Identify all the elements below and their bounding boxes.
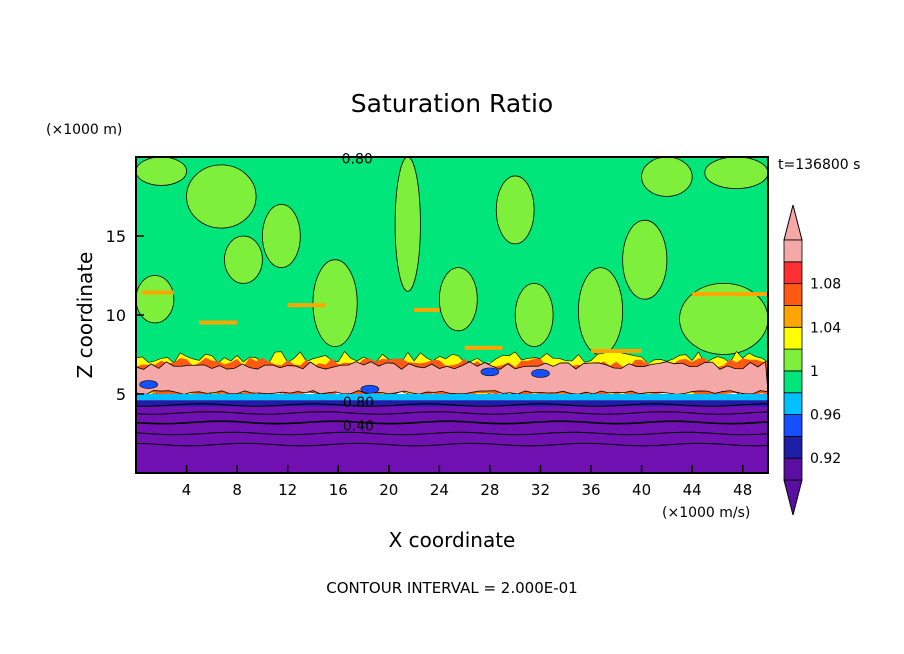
colorbar: 0.92 0.96 1 1.04 1.08 (783, 204, 841, 516)
x-axis-ticks: 4 8 12 16 20 24 28 32 36 40 44 48 (182, 465, 752, 499)
green-patch (641, 157, 693, 197)
contour-labels: 0.80 0.80 0.40 (342, 152, 374, 435)
colorbar-segment (783, 457, 803, 481)
chart-title: Saturation Ratio (351, 89, 553, 118)
green-patch (394, 157, 421, 292)
contour-label: 0.80 (343, 395, 374, 411)
colorbar-segment (783, 414, 803, 437)
x-tick-label: 4 (182, 481, 192, 499)
x-tick-label: 20 (379, 481, 398, 499)
green-patch (186, 164, 257, 229)
x-tick-label: 32 (531, 481, 550, 499)
moist-streak (142, 290, 174, 295)
contour-label: 0.40 (343, 419, 374, 435)
x-tick-label: 24 (430, 481, 449, 499)
x-tick-label: 28 (480, 481, 499, 499)
green-patch (136, 157, 187, 186)
green-patch (622, 219, 668, 300)
colorbar-arrow-low (783, 479, 803, 516)
x-tick-label: 36 (581, 481, 600, 499)
colorbar-segment (783, 326, 803, 350)
colorbar-tick-label: 1.08 (810, 277, 841, 293)
colorbar-tick-label: 0.92 (810, 451, 841, 467)
moist-streak (199, 320, 238, 325)
contour-line (136, 431, 768, 436)
colorbar-segment (783, 348, 803, 372)
colorbar-segment (783, 305, 803, 328)
colorbar-segment (783, 283, 803, 306)
dry-pocket (531, 369, 550, 378)
contour-line (136, 420, 768, 425)
green-patch (578, 267, 624, 355)
colorbar-arrow-high (783, 204, 803, 241)
transition-band (136, 394, 768, 401)
x-tick-label: 8 (232, 481, 242, 499)
lower-boundary (136, 400, 768, 407)
green-patch (224, 235, 263, 284)
x-axis-title: X coordinate (389, 528, 516, 552)
x-tick-label: 16 (329, 481, 348, 499)
time-label: t=136800 s (778, 157, 860, 173)
lower-layer (136, 400, 768, 473)
green-patch (495, 175, 535, 245)
dry-pocket (480, 367, 500, 377)
saturation-field (136, 157, 768, 473)
colorbar-tick-label: 1 (810, 364, 819, 380)
y-axis-ticks: 5 10 15 (106, 227, 144, 404)
contour-interval-footer: CONTOUR INTERVAL = 2.000E-01 (326, 579, 577, 597)
colorbar-segment (783, 261, 803, 285)
y-tick-label: 5 (116, 385, 126, 404)
dry-pocket (139, 380, 158, 389)
contour-line (136, 411, 768, 415)
pink-cloud-layer (136, 360, 768, 395)
colorbar-segment (783, 435, 803, 459)
green-patch (704, 157, 768, 189)
contour-line (136, 442, 768, 447)
x-unit-label: (×1000 m/s) (662, 505, 750, 521)
colorbar-tick-label: 0.96 (810, 408, 841, 424)
moist-streak (414, 307, 440, 312)
moist-streak (591, 348, 642, 353)
y-unit-label: (×1000 m) (46, 122, 122, 138)
x-tick-label: 40 (632, 481, 651, 499)
moist-streak (464, 345, 503, 350)
colorbar-segment (783, 392, 803, 415)
colorbar-segment (783, 370, 803, 394)
green-patch (514, 282, 554, 347)
colorbar-segment (783, 239, 803, 263)
x-tick-label: 12 (278, 481, 297, 499)
dry-pocket (360, 384, 380, 394)
green-patch (261, 203, 301, 268)
y-tick-label: 15 (106, 227, 126, 246)
contour-line (136, 403, 768, 407)
moist-streak (692, 292, 768, 297)
y-axis-title: Z coordinate (73, 252, 97, 379)
moist-streak (287, 303, 326, 308)
colorbar-tick-label: 1.04 (810, 320, 841, 336)
green-patch (136, 275, 175, 324)
green-patch (312, 259, 358, 347)
green-patch (679, 283, 768, 355)
y-tick-label: 10 (106, 306, 126, 325)
green-patch (438, 267, 478, 332)
x-tick-label: 44 (683, 481, 702, 499)
x-tick-label: 48 (733, 481, 752, 499)
contour-label: 0.80 (342, 152, 373, 168)
